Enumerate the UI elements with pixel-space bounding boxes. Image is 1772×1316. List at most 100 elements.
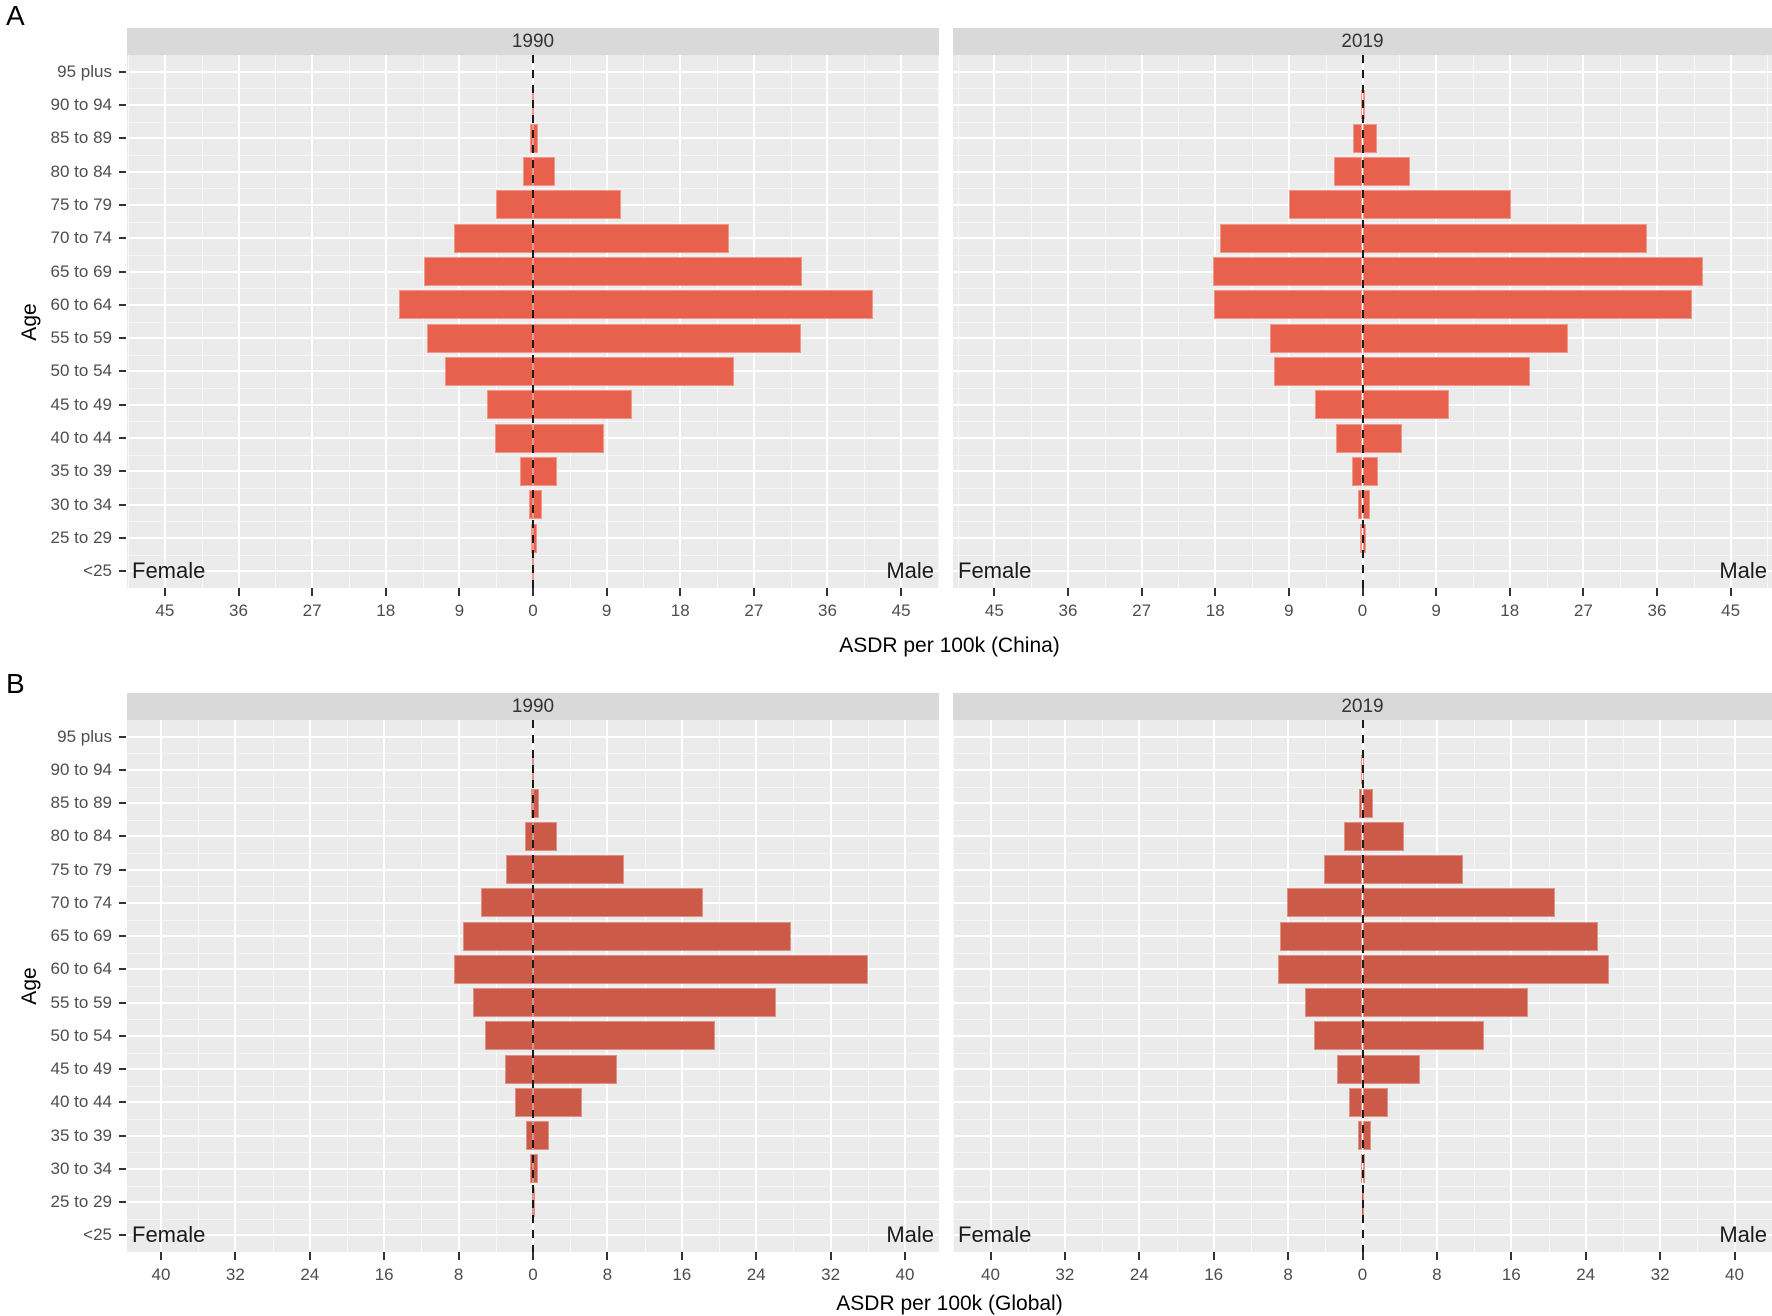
age-tick-mark [119, 735, 126, 738]
age-tick-mark [119, 437, 126, 440]
x-tick-label: 8 [1283, 1265, 1293, 1284]
age-tick-label: 80 to 84 [50, 826, 112, 846]
x-tick-label: 32 [1650, 1265, 1670, 1284]
bar-female-60-to-64 [453, 954, 533, 984]
x-tick-mark [163, 588, 166, 596]
bar-male-80-to-84 [1362, 157, 1410, 187]
age-tick-mark [119, 968, 126, 971]
age-tick-label: 45 to 49 [50, 1059, 112, 1079]
age-tick-label: 80 to 84 [50, 161, 112, 181]
x-tick-mark [1361, 588, 1364, 596]
x-tick-label: 40 [1725, 1265, 1744, 1284]
x-tick-mark [1729, 588, 1732, 596]
bar-male-75-to-79 [1362, 190, 1511, 220]
bar-female-60-to-64 [1277, 954, 1363, 984]
bar-male-35-to-39 [533, 456, 557, 486]
bar-male-70-to-74 [533, 888, 704, 918]
male-annotation: Male [886, 1222, 934, 1248]
female-annotation: Female [132, 1222, 206, 1248]
male-annotation: Male [886, 558, 934, 584]
bar-male-60-to-64 [533, 954, 868, 984]
bar-male-30-to-34 [533, 1154, 538, 1184]
facet-plot-1990: Female Male [127, 55, 939, 588]
age-tick-mark [119, 1234, 126, 1237]
x-tick-mark [1659, 1252, 1662, 1260]
bar-male-30-to-34 [1362, 1154, 1366, 1184]
age-tick-label: 65 to 69 [50, 926, 112, 946]
x-tick-label: 18 [670, 601, 690, 620]
x-tick-label: 24 [1576, 1265, 1596, 1284]
bar-male-80-to-84 [533, 157, 556, 187]
panel-a: A Age ASDR per 100k (China) 95 plus 90 to… [6, 2, 1772, 657]
bar-female-30-to-34 [528, 490, 533, 520]
x-tick-mark [458, 588, 461, 596]
bar-female-25-to-29 [1360, 523, 1363, 553]
age-tick-mark [119, 835, 126, 838]
age-tick-label: 65 to 69 [50, 261, 112, 281]
age-tick-mark [119, 768, 126, 771]
age-tick-mark [119, 1101, 126, 1104]
x-tick-mark [752, 588, 755, 596]
age-tick-label: 40 to 44 [50, 1092, 112, 1112]
bar-male-85-to-89 [1362, 788, 1373, 818]
bar-male-90-to-94 [1362, 90, 1366, 120]
age-tick-mark [119, 1201, 126, 1204]
age-tick-mark [119, 337, 126, 340]
bar-male-60-to-64 [1362, 954, 1609, 984]
x-tick-mark [680, 1252, 683, 1260]
female-annotation: Female [958, 1222, 1032, 1248]
x-tick-mark [1138, 1252, 1141, 1260]
panel-b-plot-region: 95 plus 90 to 94 85 to 89 80 to 84 75 to 79 7… [0, 668, 1772, 1314]
x-tick-mark [755, 1252, 758, 1260]
bar-female-45-to-49 [1337, 1054, 1363, 1084]
bar-male-25-to-29 [533, 523, 538, 553]
x-tick-label: 16 [374, 1265, 394, 1284]
bar-female-75-to-79 [506, 855, 533, 885]
bar-female-55-to-59 [472, 988, 533, 1018]
bar-female-70-to-74 [453, 223, 533, 253]
x-tick-label: 18 [376, 601, 396, 620]
bar-female-50-to-54 [1314, 1021, 1363, 1051]
bar-male-40-to-44 [1362, 423, 1402, 453]
bar-male-85-to-89 [533, 123, 538, 153]
age-tick-label: 70 to 74 [50, 228, 112, 248]
facet-plot-1990: Female Male [127, 720, 939, 1252]
bar-female-50-to-54 [484, 1021, 533, 1051]
bar-female-40-to-44 [1336, 423, 1363, 453]
age-tick-mark [119, 1167, 126, 1170]
x-tick-mark [1140, 588, 1143, 596]
x-tick-mark [532, 588, 534, 596]
age-tick-label: 40 to 44 [50, 428, 112, 448]
bar-female-50-to-54 [1274, 356, 1363, 386]
age-tick-mark [119, 1134, 126, 1137]
age-tick-label: 70 to 74 [50, 892, 112, 912]
age-tick-mark [119, 103, 126, 106]
age-tick-mark [119, 370, 126, 373]
bar-male-35-to-39 [533, 1121, 550, 1151]
female-annotation: Female [958, 558, 1032, 584]
age-tick-label: 50 to 54 [50, 1025, 112, 1045]
bar-male-60-to-64 [1362, 290, 1693, 320]
x-tick-label: 8 [602, 1265, 613, 1284]
bar-female-30-to-34 [529, 1154, 533, 1184]
bar-male-65-to-69 [1362, 921, 1598, 951]
x-tick-label: 40 [981, 1265, 1000, 1284]
x-tick-label: 16 [1204, 1265, 1224, 1284]
x-tick-label: 0 [528, 1265, 538, 1284]
x-tick-mark [993, 588, 996, 596]
x-tick-mark [384, 588, 387, 596]
bar-female-50-to-54 [444, 356, 533, 386]
age-tick-label: 30 to 34 [50, 494, 112, 514]
age-tick-label: 90 to 94 [50, 759, 112, 779]
bar-female-75-to-79 [1288, 190, 1363, 220]
bar-female-75-to-79 [1324, 855, 1363, 885]
x-tick-label: 9 [1284, 601, 1294, 620]
x-tick-mark [1510, 1252, 1513, 1260]
bar-male-70-to-74 [533, 223, 729, 253]
facet-strip-1990: 1990 [127, 693, 939, 720]
age-tick-label: 45 to 49 [50, 394, 112, 414]
bar-female-55-to-59 [427, 323, 533, 353]
x-tick-label: 27 [744, 601, 764, 620]
bar-male-55-to-59 [1362, 323, 1568, 353]
age-tick-mark [119, 1001, 126, 1004]
